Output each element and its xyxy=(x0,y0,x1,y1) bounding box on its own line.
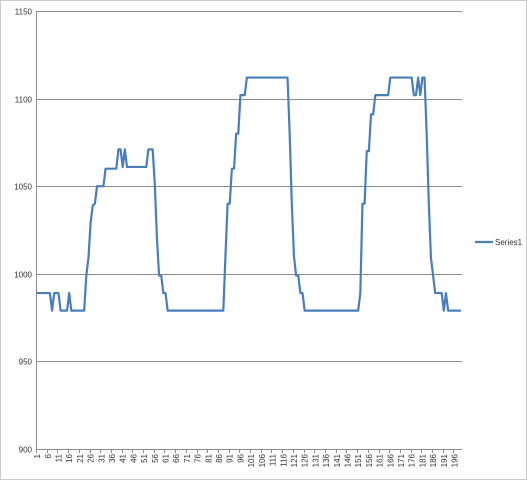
x-tick-label: 46 xyxy=(129,453,138,462)
y-tick-label: 900 xyxy=(19,446,33,455)
x-tick-label: 71 xyxy=(183,453,192,462)
x-tick-label: 181 xyxy=(418,453,427,467)
series-line-1 xyxy=(37,76,461,312)
x-tick-label: 16 xyxy=(65,453,74,462)
legend: Series1 xyxy=(475,238,523,247)
x-tick-label: 116 xyxy=(279,453,288,466)
x-tick-label: 1 xyxy=(33,453,42,458)
y-tick-label: 1100 xyxy=(15,96,33,105)
x-tick-label: 101 xyxy=(247,453,256,467)
x-tick-label: 151 xyxy=(354,453,363,467)
x-tick-label: 21 xyxy=(76,453,85,462)
x-tick-label: 6 xyxy=(44,453,53,458)
axes xyxy=(36,11,462,453)
x-tick-label: 121 xyxy=(290,453,299,467)
x-tick-label: 81 xyxy=(204,453,213,462)
x-tick-label: 141 xyxy=(333,453,342,467)
x-tick-label: 26 xyxy=(87,453,96,462)
x-tick-label: 176 xyxy=(408,453,417,467)
x-tick-label: 96 xyxy=(236,453,245,462)
x-tick-label: 91 xyxy=(226,453,235,462)
x-tick-label: 36 xyxy=(108,453,117,462)
x-tick-label: 131 xyxy=(311,453,320,467)
x-tick-label: 166 xyxy=(386,453,395,467)
y-tick-label: 950 xyxy=(19,358,33,367)
y-axis-tick-labels: 900 950 1000 1050 1100 1150 xyxy=(14,8,32,455)
x-tick-label: 111 xyxy=(269,453,278,466)
x-tick-label: 106 xyxy=(258,453,267,467)
x-tick-label: 191 xyxy=(440,453,449,467)
x-axis-tick-labels: 1 6 11 16 21 26 31 36 41 46 51 56 61 66 71 76 81 86 91 96 10… xyxy=(33,453,459,467)
y-tick-label: 1000 xyxy=(14,271,32,280)
gridlines xyxy=(36,11,462,362)
x-tick-label: 51 xyxy=(140,453,149,462)
x-tick-label: 186 xyxy=(429,453,438,467)
legend-label: Series1 xyxy=(495,238,523,247)
x-tick-label: 31 xyxy=(97,453,106,462)
x-tick-label: 56 xyxy=(151,453,160,462)
x-tick-label: 61 xyxy=(162,453,171,462)
x-tick-label: 171 xyxy=(397,453,406,467)
x-tick-label: 146 xyxy=(343,453,352,467)
x-tick-label: 66 xyxy=(172,453,181,462)
series-lines xyxy=(37,76,461,312)
y-tick-label: 1050 xyxy=(14,183,32,192)
x-tick-label: 11 xyxy=(54,453,63,462)
x-tick-label: 136 xyxy=(322,453,331,467)
x-tick-label: 41 xyxy=(119,453,128,462)
x-tick-label: 76 xyxy=(194,453,203,462)
x-tick-label: 156 xyxy=(365,453,374,467)
x-tick-label: 161 xyxy=(376,453,385,467)
x-tick-label: 86 xyxy=(215,453,224,462)
y-tick-label: 1150 xyxy=(15,8,33,17)
x-tick-label: 196 xyxy=(451,453,460,467)
x-tick-label: 126 xyxy=(301,453,310,467)
